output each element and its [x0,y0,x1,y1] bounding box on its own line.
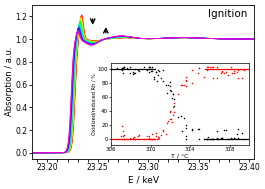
X-axis label: E / keV: E / keV [127,175,158,184]
Text: Ignition: Ignition [208,9,247,19]
Y-axis label: Absorption / a.u.: Absorption / a.u. [5,47,14,116]
